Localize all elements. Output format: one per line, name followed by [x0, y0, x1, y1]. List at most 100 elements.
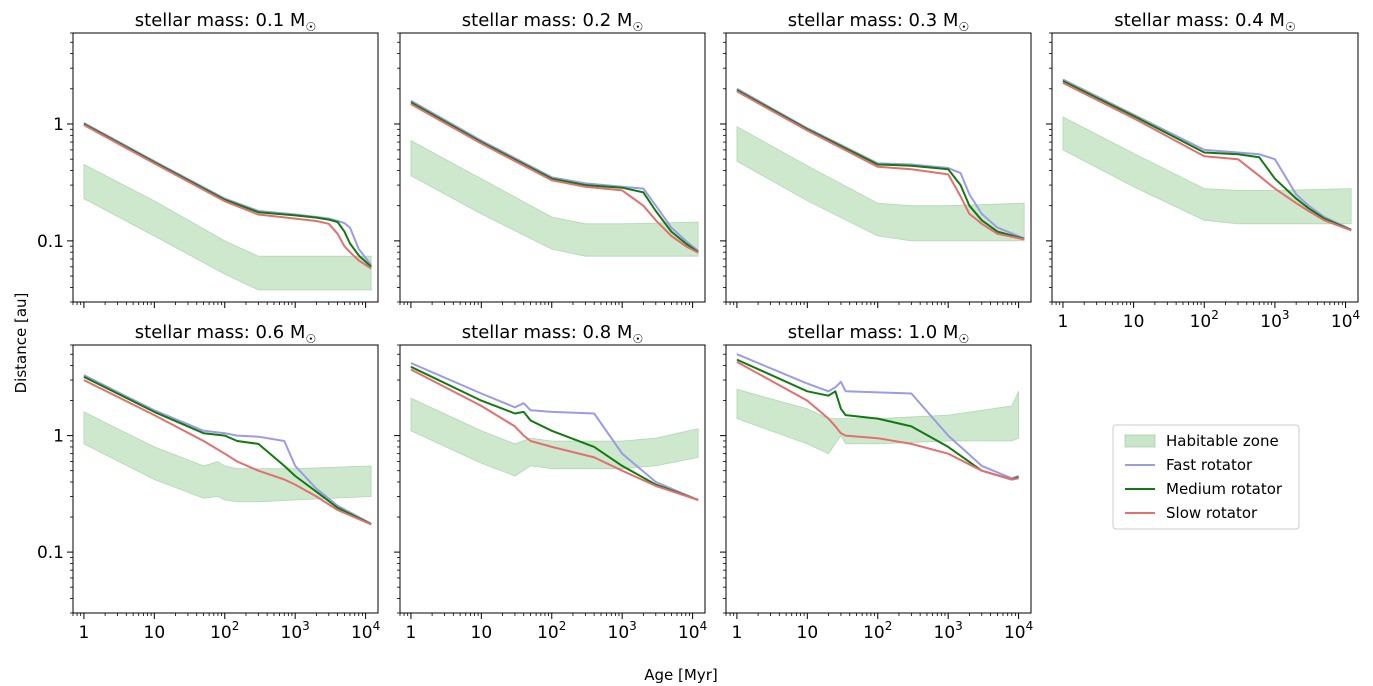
x-tick-exponent: 3: [302, 619, 310, 633]
panel-4: stellar mass: 0.4 M☉ 1 10 102 103 104: [1046, 10, 1360, 332]
x-tick-label: 102: [863, 619, 892, 643]
x-tick-label: 1: [78, 623, 89, 643]
sun-symbol: ☉: [958, 20, 969, 34]
fast-rotator-line: [410, 99, 699, 252]
x-tick-exponent: 3: [629, 619, 637, 633]
x-tick-label: 102: [537, 619, 566, 643]
medium-rotator-line: [83, 123, 372, 268]
slow-rotator-line: [83, 379, 372, 526]
y-tick-label: 1: [53, 115, 64, 135]
plot-area: [1062, 78, 1352, 232]
medium-rotator-line: [410, 365, 699, 501]
legend-swatch-habitable-zone: [1124, 434, 1156, 448]
fast-rotator-line: [83, 374, 372, 525]
x-tick-label: 1: [731, 623, 742, 643]
x-tick-label: 102: [210, 619, 239, 643]
medium-rotator-line: [410, 101, 699, 254]
x-tick-exponent: 4: [1353, 308, 1361, 322]
x-tick-label: 103: [281, 619, 310, 643]
sun-symbol: ☉: [958, 332, 969, 346]
sun-symbol: ☉: [1285, 20, 1296, 34]
x-tick-exponent: 2: [559, 619, 567, 633]
axes-frame: [725, 344, 1032, 614]
axes-frame: [399, 32, 706, 303]
x-tick-exponent: 4: [1026, 619, 1034, 633]
panel-title: stellar mass: 0.4 M☉: [1114, 10, 1295, 34]
x-tick-label: 102: [1190, 308, 1219, 332]
panel-title: stellar mass: 0.8 M☉: [462, 322, 643, 346]
axes-frame: [72, 32, 379, 303]
panel-title: stellar mass: 0.1 M☉: [135, 10, 316, 34]
legend-label-slow-rotator: Slow rotator: [1166, 504, 1258, 522]
x-tick-label: 104: [678, 619, 707, 643]
x-tick-label: 104: [1331, 308, 1360, 332]
x-tick-label: 10: [797, 623, 819, 643]
habitable-zone-band: [736, 125, 1025, 242]
panel-title: stellar mass: 0.6 M☉: [135, 322, 316, 346]
y-tick-label: 1: [53, 427, 64, 447]
legend-box: [1112, 424, 1300, 530]
sun-symbol: ☉: [632, 20, 643, 34]
x-tick-label: 10: [1123, 312, 1145, 332]
sun-symbol: ☉: [632, 332, 643, 346]
axes-frame: [72, 344, 379, 614]
slow-rotator-line: [1062, 81, 1352, 232]
panel-5: stellar mass: 0.6 M☉ 0.1 1 1 10 102 103 104: [37, 322, 380, 643]
x-tick-label: 10: [144, 623, 166, 643]
panel-title: stellar mass: 0.2 M☉: [462, 10, 643, 34]
x-tick-exponent: 2: [885, 619, 893, 633]
panel-3: stellar mass: 0.3 M☉: [720, 10, 1032, 308]
sun-symbol: ☉: [305, 332, 316, 346]
panel-1: stellar mass: 0.1 M☉ 0.1 1: [37, 10, 379, 308]
plot-area: [83, 122, 372, 291]
slow-rotator-line: [736, 90, 1025, 241]
fast-rotator-line: [1062, 78, 1352, 231]
x-tick-label: 103: [934, 619, 963, 643]
panel-7: stellar mass: 1.0 M☉ 1 10 102 103 104: [720, 322, 1033, 643]
y-tick-label: 0.1: [37, 232, 64, 252]
plot-area: [410, 99, 699, 257]
habitable-zone-band: [83, 411, 372, 503]
habitable-zone-band: [736, 388, 1019, 455]
x-tick-exponent: 4: [373, 619, 381, 633]
habitable-zone-band: [1062, 116, 1352, 225]
plot-area: [736, 353, 1019, 481]
slow-rotator-line: [410, 368, 699, 501]
habitable-zone-band: [83, 163, 372, 291]
x-tick-label: 10: [471, 623, 493, 643]
axes-frame: [1051, 32, 1359, 303]
habitable-zone-band: [410, 397, 699, 477]
y-axis-label: Distance [au]: [12, 293, 30, 394]
x-tick-exponent: 3: [955, 619, 963, 633]
x-tick-label: 103: [1260, 308, 1289, 332]
panel-title: stellar mass: 1.0 M☉: [788, 322, 969, 346]
legend-label-medium-rotator: Medium rotator: [1166, 480, 1283, 498]
medium-rotator-line: [1062, 80, 1352, 231]
plot-area: [410, 362, 699, 501]
x-tick-exponent: 3: [1282, 308, 1290, 322]
axes-frame: [399, 344, 706, 614]
sun-symbol: ☉: [305, 20, 316, 34]
habitable-zone-band: [410, 139, 699, 257]
slow-rotator-line: [410, 103, 699, 254]
x-tick-label: 1: [405, 623, 416, 643]
panel-6: stellar mass: 0.8 M☉ 1 10 102 103 104: [394, 322, 707, 643]
x-tick-label: 104: [1004, 619, 1033, 643]
panel-title: stellar mass: 0.3 M☉: [788, 10, 969, 34]
legend: Habitable zone Fast rotator Medium rotator…: [1112, 424, 1300, 530]
plot-area: [83, 374, 372, 526]
x-tick-exponent: 2: [1211, 308, 1219, 322]
x-tick-label: 1: [1058, 312, 1069, 332]
slow-rotator-line: [736, 361, 1019, 481]
legend-label-fast-rotator: Fast rotator: [1166, 456, 1253, 474]
fast-rotator-line: [410, 362, 699, 501]
axes-frame: [725, 32, 1032, 303]
x-axis-label: Age [Myr]: [644, 666, 717, 684]
fast-rotator-line: [736, 353, 1019, 480]
x-tick-exponent: 4: [700, 619, 708, 633]
plot-area: [736, 87, 1025, 242]
panel-2: stellar mass: 0.2 M☉: [394, 10, 706, 308]
legend-label-habitable-zone: Habitable zone: [1166, 432, 1279, 450]
medium-rotator-line: [83, 375, 372, 525]
